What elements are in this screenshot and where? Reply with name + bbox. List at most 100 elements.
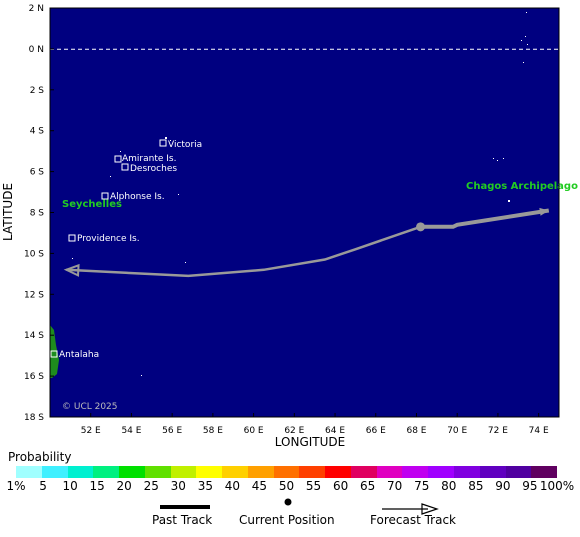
victoria-marker <box>159 139 167 147</box>
color-swatch <box>16 466 42 478</box>
probability-legend-title: Probability <box>8 450 72 464</box>
probability-tick: 85 <box>468 479 484 493</box>
color-swatch <box>41 466 68 478</box>
color-swatch <box>531 466 558 478</box>
amirante-marker <box>114 155 122 163</box>
lat-tick-label: 4 S <box>30 127 45 137</box>
lon-tick-label: 74 E <box>529 426 549 436</box>
lat-tick-label: 10 S <box>24 249 44 259</box>
lon-tick-label: 64 E <box>325 426 345 436</box>
color-swatch <box>402 466 429 478</box>
color-swatch <box>479 466 506 478</box>
providence-marker <box>68 234 76 242</box>
lat-tick-label: 14 S <box>24 331 44 341</box>
color-swatch <box>67 466 94 478</box>
lon-tick-label: 72 E <box>488 426 508 436</box>
lon-tick-label: 68 E <box>406 426 426 436</box>
past-track-arrowhead <box>539 207 549 216</box>
lat-tick-label: 8 S <box>30 209 45 219</box>
latitude-axis-title: LATITUDE <box>1 183 15 241</box>
alphonse-label: Alphonse Is. <box>110 192 165 202</box>
alphonse-marker <box>101 192 109 200</box>
latitude-axis: 2 N 0 N 2 S 4 S 6 S 8 S 10 S 12 S 14 S 16 S 18 S <box>24 4 54 423</box>
forecast-track <box>66 225 422 278</box>
color-swatch <box>144 466 171 478</box>
providence-label: Providence Is. <box>77 234 140 244</box>
color-swatch <box>454 466 480 478</box>
color-swatch <box>376 466 403 478</box>
color-swatch <box>93 466 120 478</box>
color-swatch <box>325 466 351 478</box>
color-swatch <box>247 466 274 478</box>
antalaha-marker <box>50 350 58 358</box>
probability-tick: 20 <box>116 479 132 493</box>
past-track <box>420 208 550 229</box>
storm-track-map: Victoria Amirante Is. Desroches Alphonse… <box>1 4 578 448</box>
antalaha-label: Antalaha <box>59 350 99 360</box>
lat-tick-label: 6 S <box>30 168 45 178</box>
probability-tick: 55 <box>305 479 322 493</box>
color-swatch <box>273 466 300 478</box>
probability-tick: 15 <box>89 479 105 493</box>
probability-tick: 65 <box>360 479 376 493</box>
forecast-track-key-arrow <box>382 503 439 515</box>
lon-tick-label: 56 E <box>162 426 182 436</box>
desroches-label: Desroches <box>130 164 177 174</box>
color-swatch <box>505 466 532 478</box>
probability-tick: 35 <box>197 479 213 493</box>
forecast-track-key-label: Forecast Track <box>370 513 456 527</box>
probability-tick: 5 <box>39 479 47 493</box>
probability-tick: 45 <box>251 479 268 493</box>
longitude-axis-title: LONGITUDE <box>275 435 345 448</box>
lon-tick-label: 66 E <box>366 426 386 436</box>
probability-tick: 80 <box>441 479 457 493</box>
seychelles-label: Seychelles <box>62 199 122 210</box>
color-swatch <box>428 466 455 478</box>
probability-tick-labels: 1% 5 10 15 20 25 30 35 40 45 50 55 60 65 70 75 80 85 90 95 1… <box>0 479 580 493</box>
current-position-key-label: Current Position <box>239 513 335 527</box>
longitude-axis: 52 E 54 E 56 E 58 E 60 E 62 E 64 E 66 E 68 E 70 E… <box>81 413 549 436</box>
probability-tick: 75 <box>414 479 430 493</box>
probability-tick: 50 <box>278 479 295 493</box>
lon-tick-label: 62 E <box>284 426 304 436</box>
past-track-key-label: Past Track <box>152 513 213 527</box>
amirante-label: Amirante Is. <box>122 154 176 164</box>
probability-tick: 70 <box>387 479 403 493</box>
color-swatch <box>222 466 248 478</box>
past-track-key-line <box>160 505 210 509</box>
current-position-marker <box>416 222 426 232</box>
probability-tick: 95 <box>522 479 538 493</box>
lat-tick-label: 0 N <box>29 45 44 55</box>
desroches-marker <box>121 163 129 171</box>
ocean-area <box>50 8 559 417</box>
current-position-key-dot <box>284 498 292 506</box>
lon-tick-label: 60 E <box>244 426 264 436</box>
lat-tick-label: 2 N <box>29 4 44 14</box>
lon-tick-label: 52 E <box>81 426 101 436</box>
color-swatch <box>299 466 326 478</box>
probability-tick: 25 <box>143 479 159 493</box>
forecast-arrowhead <box>63 263 80 277</box>
chagos-label: Chagos Archipelago <box>466 181 578 192</box>
lon-tick-label: 58 E <box>203 426 223 436</box>
victoria-label: Victoria <box>168 140 202 150</box>
probability-color-bar <box>16 466 558 478</box>
lat-tick-label: 18 S <box>24 413 44 423</box>
copyright-label: © UCL 2025 <box>62 402 118 412</box>
probability-tick: 60 <box>332 479 349 493</box>
color-swatch <box>170 466 197 478</box>
color-swatch <box>350 466 377 478</box>
probability-tick: 1% <box>6 479 26 493</box>
lon-tick-label: 70 E <box>447 426 467 436</box>
lon-tick-label: 54 E <box>121 426 141 436</box>
lat-tick-label: 2 S <box>30 86 45 96</box>
probability-tick: 40 <box>224 479 241 493</box>
small-islands <box>72 12 528 376</box>
color-swatch <box>119 466 145 478</box>
color-swatch <box>196 466 223 478</box>
probability-tick: 30 <box>170 479 186 493</box>
probability-tick: 90 <box>495 479 511 493</box>
lat-tick-label: 12 S <box>24 290 44 300</box>
probability-tick: 10 <box>62 479 78 493</box>
probability-tick: 100% <box>539 479 575 493</box>
